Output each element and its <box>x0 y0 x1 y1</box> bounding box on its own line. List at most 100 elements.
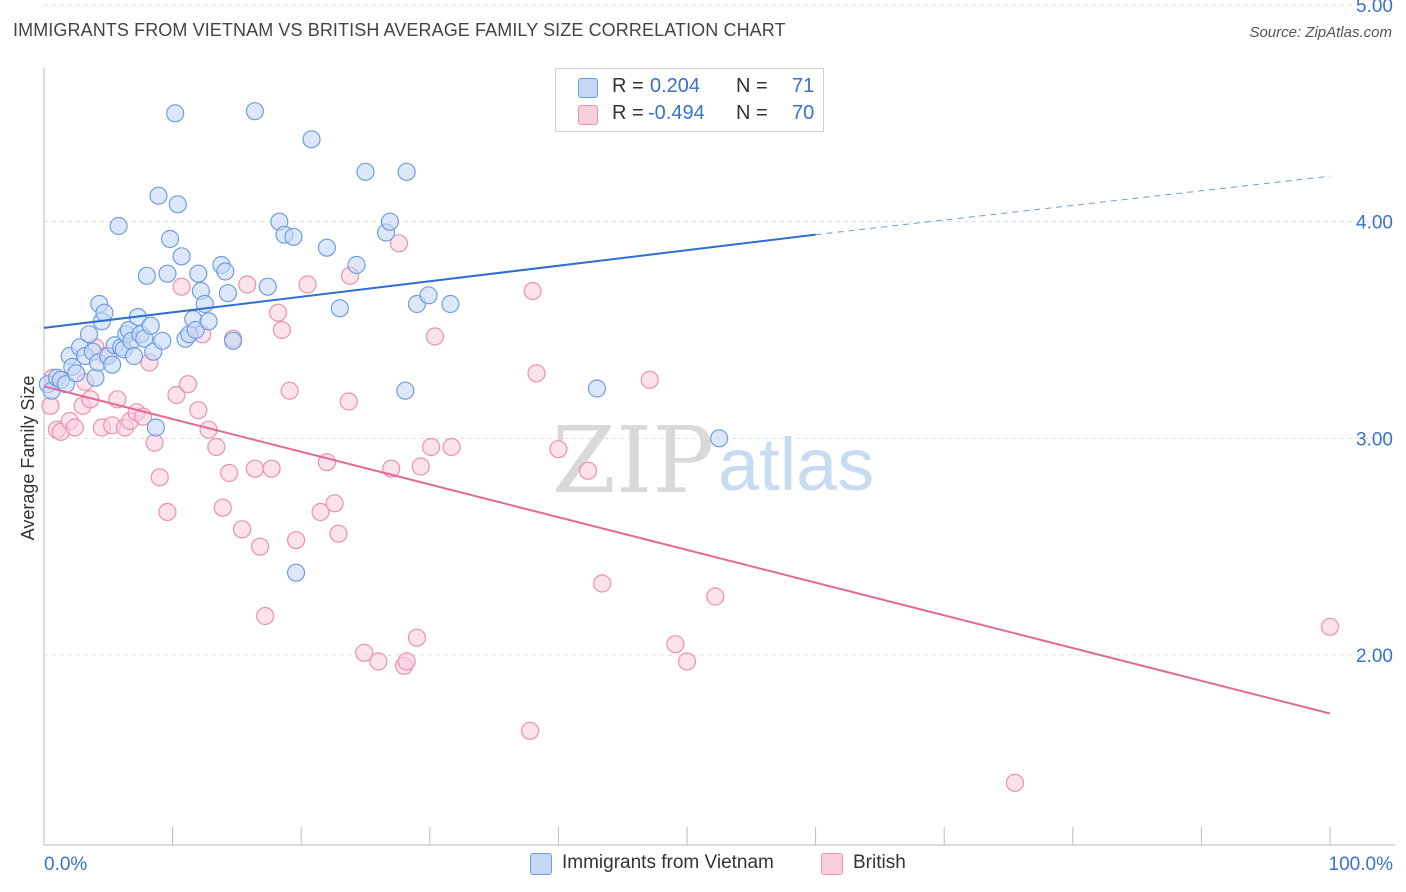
vietnam-point <box>153 331 172 350</box>
stats-legend: R = 0.204 N = 71 R = -0.494 N = 70 <box>555 68 824 132</box>
british-point <box>389 234 409 253</box>
legend-n-value: 71 <box>792 75 815 97</box>
vietnam-point <box>218 284 237 303</box>
british-point <box>527 364 546 383</box>
british-point <box>41 396 60 415</box>
vietnam-point <box>347 255 366 275</box>
trend-lines <box>43 175 1331 715</box>
vietnam-point <box>587 379 607 398</box>
british-point <box>262 459 281 478</box>
y-tick-label: 4.00 <box>1356 213 1393 234</box>
vietnam-point <box>302 130 321 149</box>
vietnam-point <box>141 316 160 335</box>
axes <box>43 68 1395 846</box>
vietnam-point <box>149 186 168 205</box>
british-point <box>167 385 186 405</box>
vietnam-point <box>284 227 303 246</box>
british-point <box>207 437 226 457</box>
vietnam-point <box>397 162 416 181</box>
british-point <box>523 281 542 301</box>
vietnam-point <box>103 355 122 374</box>
vietnam-trend-extension <box>815 175 1331 236</box>
british-point <box>578 461 598 480</box>
vietnam-point <box>216 262 235 281</box>
vietnam-point <box>245 102 265 121</box>
british-trend-line <box>43 385 1331 715</box>
british-point <box>329 524 348 543</box>
british-point <box>677 652 697 671</box>
vietnam-point <box>380 212 400 231</box>
vietnam-point <box>710 429 729 448</box>
british-point <box>706 587 725 606</box>
watermark-zip: ZIP <box>552 407 714 514</box>
legend-r-label: R = <box>612 102 644 124</box>
y-tick-label: 2.00 <box>1356 646 1393 667</box>
british-point <box>268 303 288 322</box>
vietnam-point <box>330 299 349 318</box>
british-point <box>65 418 84 437</box>
vietnam-point <box>186 320 205 340</box>
british-point <box>298 275 317 294</box>
watermark-atlas: atlas <box>718 423 874 506</box>
british-point <box>407 628 427 647</box>
y-tick-label: 3.00 <box>1356 429 1393 450</box>
british-point <box>397 652 416 671</box>
british-point <box>245 459 265 478</box>
british-point <box>280 381 299 400</box>
y-tick-label: 5.00 <box>1356 0 1393 17</box>
british-point <box>178 375 198 394</box>
chart-source: Source: ZipAtlas.com <box>1249 24 1392 41</box>
vietnam-point <box>189 264 208 283</box>
chart-title: IMMIGRANTS FROM VIETNAM VS BRITISH AVERA… <box>13 20 786 40</box>
british-point <box>325 494 344 513</box>
vietnam-point <box>258 277 277 296</box>
legend-r-value: 0.204 <box>650 75 701 97</box>
data-points <box>38 102 1340 792</box>
vietnam-point <box>79 325 99 344</box>
british-point <box>238 275 257 294</box>
legend-n-label: N = <box>736 102 768 124</box>
axis-labels: 2.00 3.00 4.00 5.00 0.0% 100.0% Average Family… <box>18 0 1393 875</box>
vietnam-point <box>146 418 165 437</box>
bottom-legend-swatch-blue <box>530 853 552 875</box>
bottom-legend-label: Immigrants from Vietnam <box>562 852 774 873</box>
british-point <box>1005 773 1025 792</box>
vietnam-point <box>137 266 156 285</box>
y-axis-label: Average Family Size <box>18 376 38 541</box>
vietnam-point <box>95 303 114 322</box>
british-point <box>593 574 612 593</box>
legend-swatch-pink <box>578 105 598 125</box>
british-point <box>521 721 540 740</box>
british-point <box>640 370 659 389</box>
vietnam-point <box>160 229 180 249</box>
legend-r-value: -0.494 <box>648 102 705 124</box>
british-point <box>442 437 461 457</box>
british-point <box>189 401 208 420</box>
british-point <box>666 635 685 654</box>
bottom-legend-swatch-pink <box>821 853 843 875</box>
vietnam-point <box>109 216 128 236</box>
british-point <box>411 457 430 476</box>
x-tick-label: 100.0% <box>1329 854 1394 875</box>
british-point <box>369 652 388 671</box>
british-point <box>421 437 441 457</box>
british-point <box>250 537 270 556</box>
vietnam-point <box>166 104 185 123</box>
vietnam-point <box>124 346 144 366</box>
british-point <box>232 520 252 539</box>
bottom-legend-label: British <box>853 852 906 873</box>
british-point <box>256 606 275 626</box>
british-point <box>272 320 292 340</box>
british-point <box>172 277 191 296</box>
vietnam-point <box>172 247 191 266</box>
british-point <box>339 392 358 411</box>
legend-n-value: 70 <box>792 102 815 124</box>
legend-swatch-blue <box>578 78 598 98</box>
vietnam-point <box>396 381 415 400</box>
british-point <box>158 502 177 522</box>
legend-r-label: R = <box>612 75 644 97</box>
vietnam-trend-line <box>43 233 816 329</box>
vietnam-point <box>441 294 460 314</box>
british-point <box>425 327 445 346</box>
